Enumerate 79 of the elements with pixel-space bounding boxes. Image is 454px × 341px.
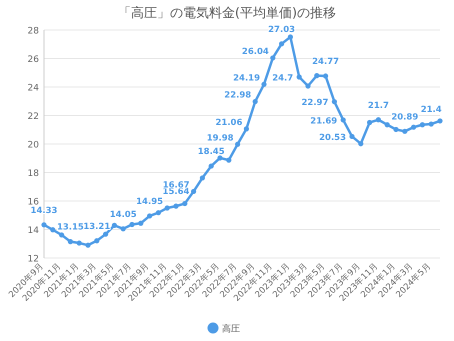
point [68, 239, 73, 244]
point [235, 142, 240, 147]
data-label: 22.98 [224, 90, 252, 101]
point [208, 163, 214, 169]
data-label: 24.19 [233, 73, 260, 84]
data-label: 26.04 [242, 46, 269, 57]
point [200, 175, 205, 181]
point [41, 222, 47, 228]
point [358, 141, 364, 146]
data-label: 14.05 [110, 210, 137, 220]
point [103, 232, 108, 237]
point [305, 83, 311, 89]
point [314, 73, 320, 78]
data-label: 20.53 [319, 132, 346, 143]
point [226, 158, 232, 163]
chart-title: 「高圧」の電気料金(平均単価)の推移 [118, 5, 336, 21]
y-tick-label: 28 [28, 26, 40, 36]
y-tick-label: 26 [28, 55, 40, 65]
legend-label: 高圧 [222, 324, 240, 334]
data-label: 18.45 [198, 147, 225, 158]
point [94, 238, 100, 244]
point [411, 124, 416, 130]
point [270, 55, 276, 61]
point [85, 242, 91, 248]
point [261, 82, 267, 87]
data-label: 19.98 [206, 133, 234, 144]
point [173, 204, 179, 209]
point [296, 74, 302, 80]
point [50, 227, 56, 232]
point [164, 205, 170, 211]
point [76, 240, 82, 246]
point [244, 126, 249, 132]
point [182, 200, 188, 206]
point [340, 117, 346, 123]
point [402, 128, 408, 134]
point [376, 117, 381, 122]
point [437, 118, 443, 124]
point [367, 120, 372, 126]
point [191, 188, 196, 194]
y-tick-label: 18 [28, 169, 40, 179]
data-label: 22.97 [302, 98, 328, 108]
point [147, 213, 152, 219]
point [156, 210, 161, 216]
data-label: 20.89 [391, 112, 418, 122]
data-label: 13.21 [83, 222, 110, 232]
data-label: 21.69 [310, 116, 338, 126]
point [120, 226, 126, 232]
point [112, 222, 117, 228]
y-tick-label: 12 [28, 254, 39, 264]
data-label: 21.7 [368, 100, 389, 111]
data-label: 27.03 [268, 24, 296, 35]
point [59, 232, 64, 238]
data-label: 15.64 [162, 187, 190, 198]
data-label: 13.15 [56, 222, 84, 233]
data-label: 21.4 [420, 105, 442, 116]
point [217, 155, 223, 161]
point [349, 134, 355, 140]
legend: 高圧 [208, 322, 240, 334]
data-label: 24.77 [312, 57, 340, 68]
y-tick-label: 22 [28, 112, 39, 122]
point [323, 73, 328, 79]
y-tick-label: 14 [28, 226, 40, 236]
y-tick-label: 24 [28, 84, 40, 94]
point [332, 99, 337, 104]
data-label: 24.7 [272, 74, 294, 84]
data-label: 14.95 [136, 196, 164, 207]
point [252, 98, 258, 104]
point [279, 41, 284, 46]
point [393, 126, 399, 132]
y-tick-label: 16 [28, 198, 40, 208]
point [428, 121, 434, 127]
point [288, 34, 293, 40]
point [420, 122, 425, 128]
y-tick-label: 20 [28, 140, 40, 150]
point [384, 122, 390, 128]
data-label: 21.06 [216, 118, 242, 128]
point [129, 222, 135, 228]
point [138, 220, 144, 226]
data-label: 14.33 [30, 206, 58, 216]
